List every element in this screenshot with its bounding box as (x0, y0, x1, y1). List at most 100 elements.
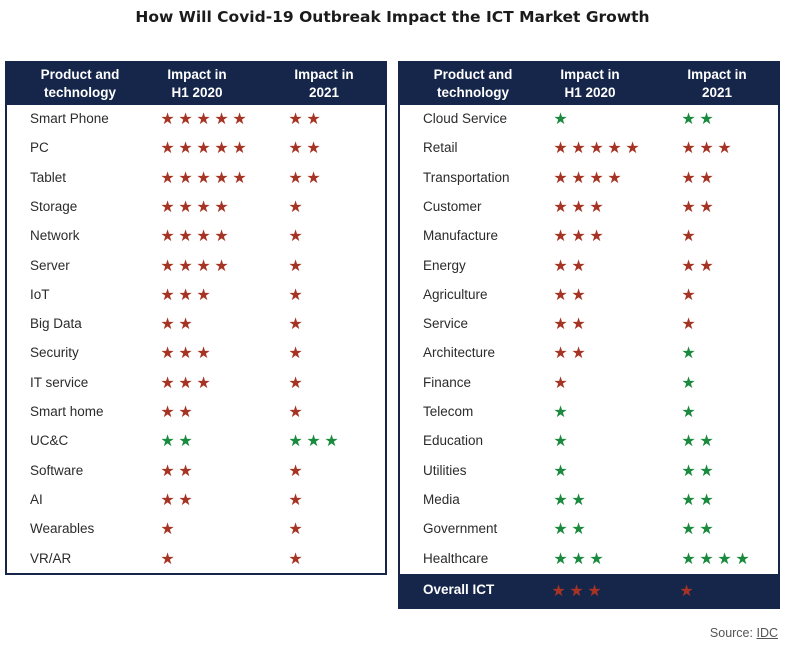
row-label: Network (30, 228, 80, 244)
h1-2020-star-icon: ★ (571, 196, 586, 216)
h1-2020-star-icon: ★ (160, 519, 175, 539)
h1-2020-star-icon: ★ (178, 138, 193, 158)
stars-h1-2020: ★ ★ ★ ★ (160, 195, 232, 219)
source-link[interactable]: IDC (756, 626, 778, 640)
h1-2020-star-icon: ★ (178, 167, 193, 187)
row-label: Wearables (30, 521, 95, 537)
table-row: Manufacture ★ ★ ★ ★ (400, 223, 778, 252)
h1-2020-star-icon: ★ (571, 138, 586, 158)
stars-2021: ★ ★ (681, 488, 717, 512)
2021-star-icon: ★ (717, 138, 732, 158)
stars-h1-2020: ★ (160, 547, 178, 571)
row-label: Software (30, 462, 84, 478)
2021-star-icon: ★ (288, 460, 303, 480)
header-h1-2020: Impact in H1 2020 (560, 67, 620, 100)
h1-2020-star-icon: ★ (160, 489, 175, 509)
table-row: Agriculture ★ ★ ★ (400, 282, 778, 311)
h1-2020-star-icon: ★ (196, 226, 211, 246)
2021-star-icon: ★ (681, 519, 696, 539)
2021-star-icon: ★ (288, 372, 303, 392)
2021-star-icon: ★ (681, 431, 696, 451)
stars-h1-2020: ★ ★ (553, 254, 589, 278)
stars-h1-2020: ★ ★ ★ (553, 195, 607, 219)
stars-2021: ★ (288, 517, 306, 541)
row-label: Agriculture (423, 286, 488, 302)
stars-2021: ★ (681, 312, 699, 336)
2021-star-icon: ★ (699, 519, 714, 539)
table-row: Server ★ ★ ★ ★ ★ (7, 253, 385, 282)
row-label: Big Data (30, 316, 82, 332)
h1-2020-star-icon: ★ (571, 284, 586, 304)
2021-star-icon: ★ (717, 548, 732, 568)
h1-2020-star-icon: ★ (196, 255, 211, 275)
2021-star-icon: ★ (681, 460, 696, 480)
2021-star-icon: ★ (288, 196, 303, 216)
row-label: Healthcare (423, 550, 489, 566)
h1-2020-star-icon: ★ (196, 196, 211, 216)
h1-2020-star-icon: ★ (178, 109, 193, 128)
overall-ict-label: Overall ICT (423, 582, 495, 597)
stars-2021: ★ (288, 400, 306, 424)
row-label: VR/AR (30, 550, 72, 566)
2021-star-icon: ★ (699, 255, 714, 275)
2021-star-icon: ★ (306, 431, 321, 451)
h1-2020-star-icon: ★ (589, 548, 604, 568)
h1-2020-star-icon: ★ (160, 314, 175, 334)
h1-2020-star-icon: ★ (571, 548, 586, 568)
overall-h1-2020-star-icon: ★ (551, 581, 566, 600)
h1-2020-star-icon: ★ (553, 109, 568, 128)
h1-2020-star-icon: ★ (214, 109, 229, 128)
stars-h1-2020: ★ ★ ★ (553, 547, 607, 571)
h1-2020-star-icon: ★ (607, 167, 622, 187)
row-label: Transportation (423, 169, 510, 185)
2021-star-icon: ★ (288, 138, 303, 158)
2021-star-icon: ★ (288, 343, 303, 363)
stars-2021: ★ (288, 547, 306, 571)
h1-2020-star-icon: ★ (214, 226, 229, 246)
h1-2020-star-icon: ★ (178, 372, 193, 392)
h1-2020-star-icon: ★ (196, 372, 211, 392)
stars-2021: ★ ★ ★ (681, 136, 735, 160)
table-row: Security ★ ★ ★ ★ (7, 340, 385, 369)
2021-star-icon: ★ (681, 167, 696, 187)
h1-2020-star-icon: ★ (589, 226, 604, 246)
stars-h1-2020: ★ ★ (160, 459, 196, 483)
h1-2020-star-icon: ★ (160, 431, 175, 451)
2021-star-icon: ★ (681, 402, 696, 421)
h1-2020-star-icon: ★ (196, 343, 211, 363)
stars-2021: ★ ★ (681, 459, 717, 483)
h1-2020-star-icon: ★ (160, 372, 175, 392)
row-label: Government (423, 521, 498, 537)
h1-2020-star-icon: ★ (625, 138, 640, 158)
stars-2021: ★ ★ (288, 166, 324, 190)
h1-2020-star-icon: ★ (160, 402, 175, 421)
h1-2020-star-icon: ★ (589, 196, 604, 216)
h1-2020-star-icon: ★ (232, 167, 247, 187)
h1-2020-star-icon: ★ (553, 167, 568, 187)
h1-2020-star-icon: ★ (607, 138, 622, 158)
row-label: Finance (423, 374, 472, 390)
row-label: Security (30, 345, 79, 361)
stars-h1-2020: ★ ★ (553, 341, 589, 365)
2021-star-icon: ★ (306, 138, 321, 158)
2021-star-icon: ★ (324, 431, 339, 451)
2021-star-icon: ★ (699, 460, 714, 480)
2021-star-icon: ★ (288, 548, 303, 568)
h1-2020-star-icon: ★ (232, 138, 247, 158)
stars-h1-2020: ★ ★ ★ ★ (553, 166, 625, 190)
stars-h1-2020: ★ ★ (553, 312, 589, 336)
2021-star-icon: ★ (681, 548, 696, 568)
stars-2021: ★ ★ (288, 136, 324, 160)
table-row: Wearables ★ ★ (7, 516, 385, 545)
h1-2020-star-icon: ★ (178, 196, 193, 216)
h1-2020-star-icon: ★ (553, 519, 568, 539)
stars-h1-2020: ★ (160, 517, 178, 541)
stars-h1-2020: ★ ★ (553, 517, 589, 541)
stars-h1-2020: ★ ★ ★ ★ (160, 254, 232, 278)
stars-h1-2020: ★ (553, 371, 571, 395)
table-row: IT service ★ ★ ★ ★ (7, 370, 385, 399)
h1-2020-star-icon: ★ (589, 138, 604, 158)
stars-h1-2020: ★ ★ ★ ★ (160, 224, 232, 248)
h1-2020-star-icon: ★ (589, 167, 604, 187)
row-label: Media (423, 491, 460, 507)
